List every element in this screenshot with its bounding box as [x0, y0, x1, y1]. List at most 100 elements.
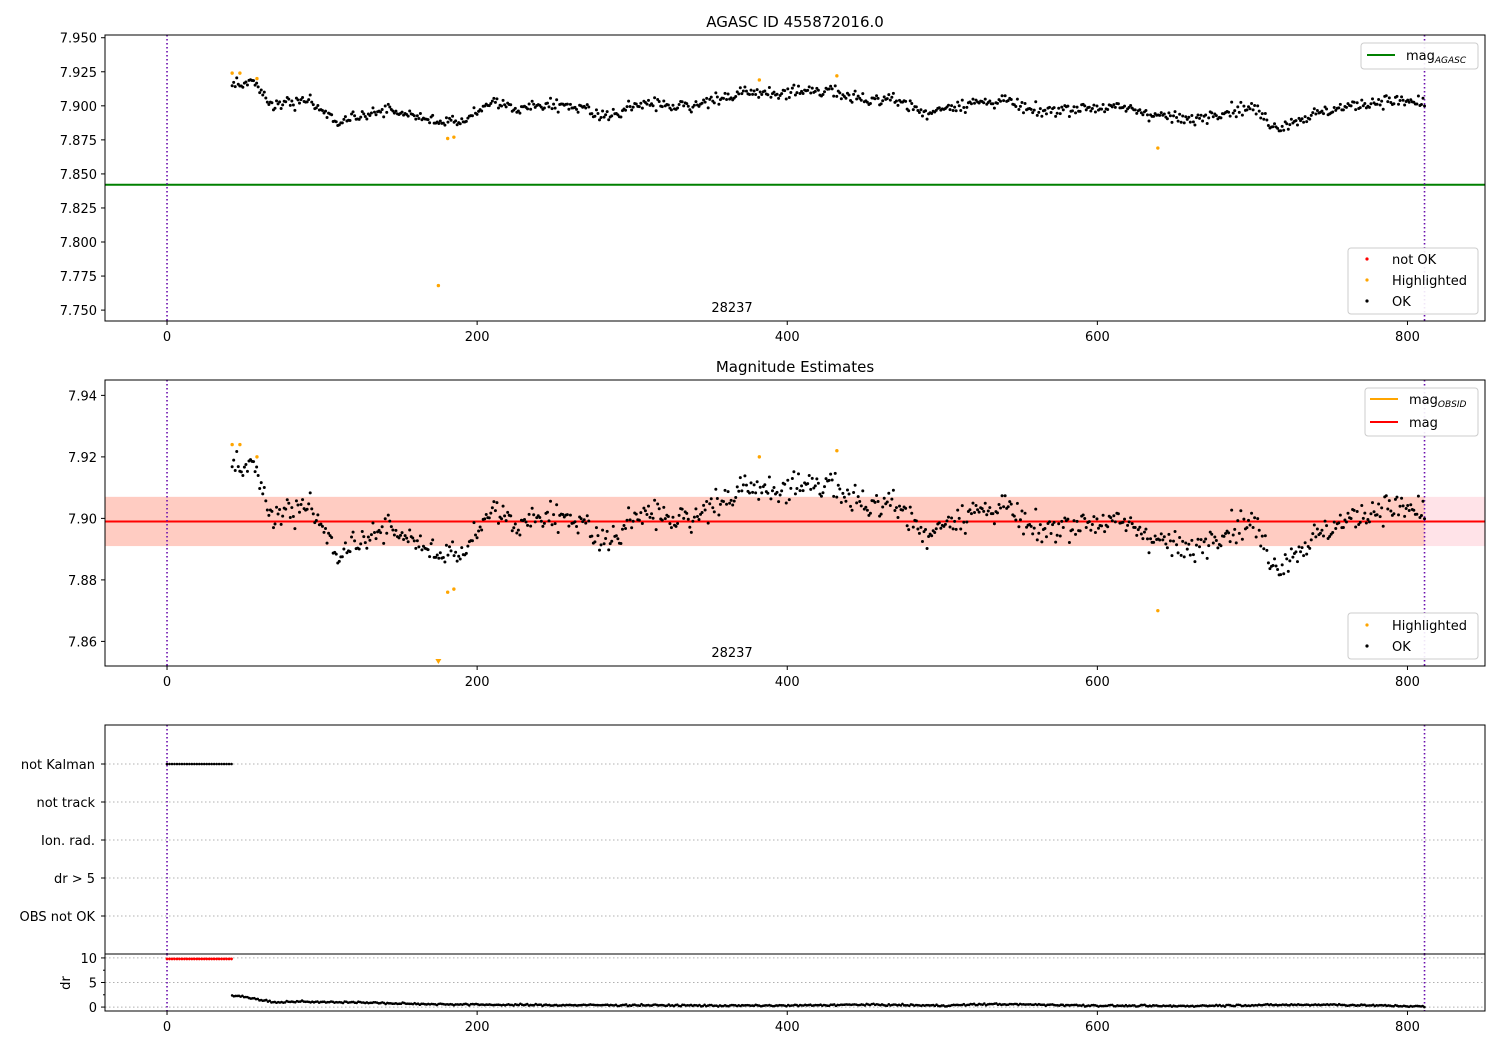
ok-point — [1407, 100, 1411, 104]
ok-point — [1282, 572, 1286, 576]
ok-point — [637, 518, 641, 522]
ok-point — [510, 529, 514, 533]
ok-point — [1014, 518, 1018, 522]
magnitude-panel-title: Magnitude Estimates — [716, 358, 874, 376]
dr-not-ok-point — [217, 957, 221, 961]
ok-point — [1403, 514, 1407, 518]
ok-point — [1032, 526, 1036, 530]
flags-panel: not Kalman not track Ion. rad. dr > 5 OB… — [20, 725, 1485, 954]
ok-point — [1303, 541, 1307, 545]
ok-point — [605, 529, 609, 533]
ok-point — [801, 489, 805, 493]
ok-point — [821, 491, 825, 495]
offscale-marker — [435, 659, 442, 664]
dr-not-ok-point — [225, 957, 228, 961]
ok-point — [513, 522, 517, 526]
dr-axis-label: dr — [59, 976, 74, 990]
ok-point — [1054, 114, 1058, 118]
highlighted-point — [452, 587, 456, 591]
ok-point — [1101, 102, 1105, 106]
ok-point — [288, 103, 292, 107]
ok-point — [1020, 509, 1024, 513]
ok-point — [634, 512, 638, 516]
ok-point — [596, 111, 600, 115]
highlighted-point — [1156, 146, 1160, 150]
ok-point — [1196, 113, 1200, 117]
y-tick-label: 5 — [89, 977, 97, 992]
ok-point — [669, 108, 673, 112]
ok-point — [287, 97, 291, 101]
ok-point — [1224, 532, 1228, 536]
ok-point — [950, 104, 954, 108]
ok-point — [1210, 532, 1214, 536]
ok-point — [1392, 102, 1396, 106]
ok-point — [1322, 112, 1326, 116]
ok-point — [1357, 523, 1361, 527]
ok-point — [380, 525, 384, 529]
ok-point — [1165, 117, 1169, 121]
x-tick-label: 800 — [1395, 330, 1420, 345]
ok-point — [792, 83, 796, 87]
ok-point — [688, 108, 692, 112]
ok-point — [917, 531, 921, 535]
ok-point — [232, 80, 236, 84]
ok-point — [965, 105, 969, 109]
ok-point — [256, 473, 260, 477]
ok-point — [529, 107, 533, 111]
ok-point — [313, 521, 317, 525]
ok-point — [1145, 537, 1149, 541]
ok-point — [852, 92, 856, 96]
ok-point — [1369, 512, 1373, 516]
ok-point — [388, 105, 392, 109]
ok-point — [1051, 523, 1055, 527]
ok-point — [357, 547, 361, 551]
ok-point — [792, 470, 796, 474]
ok-point — [512, 526, 516, 530]
ok-point — [601, 528, 605, 532]
dr-ok-point — [264, 998, 268, 1002]
ok-point — [784, 97, 788, 101]
ok-point — [431, 113, 435, 117]
ok-point — [264, 499, 268, 503]
ok-point — [1035, 113, 1039, 117]
ok-point — [850, 100, 854, 104]
dr-ok-point — [341, 1001, 345, 1005]
ok-point — [715, 496, 719, 500]
ok-point — [627, 99, 631, 103]
ok-point — [657, 100, 661, 104]
ok-point — [991, 102, 995, 106]
ok-point — [890, 95, 894, 99]
ok-point — [1172, 114, 1176, 118]
ok-point — [255, 81, 259, 85]
ok-point — [977, 510, 981, 514]
ok-point — [475, 112, 479, 116]
flag-point — [217, 762, 221, 766]
ok-point — [1063, 516, 1067, 520]
flag-point — [205, 762, 209, 766]
ok-point — [744, 483, 748, 487]
ok-point — [963, 110, 967, 114]
x-tick-label: 400 — [775, 675, 800, 690]
ok-point — [584, 521, 588, 525]
ok-point — [1302, 554, 1306, 558]
ok-point — [501, 504, 505, 508]
highlighted-point — [835, 74, 839, 78]
dr-not-ok-point — [197, 957, 201, 961]
ok-point — [1245, 526, 1249, 530]
ok-point — [1193, 560, 1197, 564]
ok-point — [233, 468, 237, 472]
ok-point — [639, 101, 643, 105]
ok-point — [1231, 111, 1235, 115]
highlighted-point — [835, 449, 839, 453]
ok-point — [1334, 527, 1338, 531]
ok-point — [330, 535, 334, 539]
ok-point — [924, 109, 928, 113]
ok-point — [524, 520, 528, 524]
ok-point — [291, 103, 295, 107]
flag-point — [220, 762, 223, 766]
ok-point — [1205, 122, 1209, 126]
ok-point — [651, 516, 655, 520]
ok-point — [1315, 109, 1319, 113]
ok-point — [1181, 114, 1185, 118]
